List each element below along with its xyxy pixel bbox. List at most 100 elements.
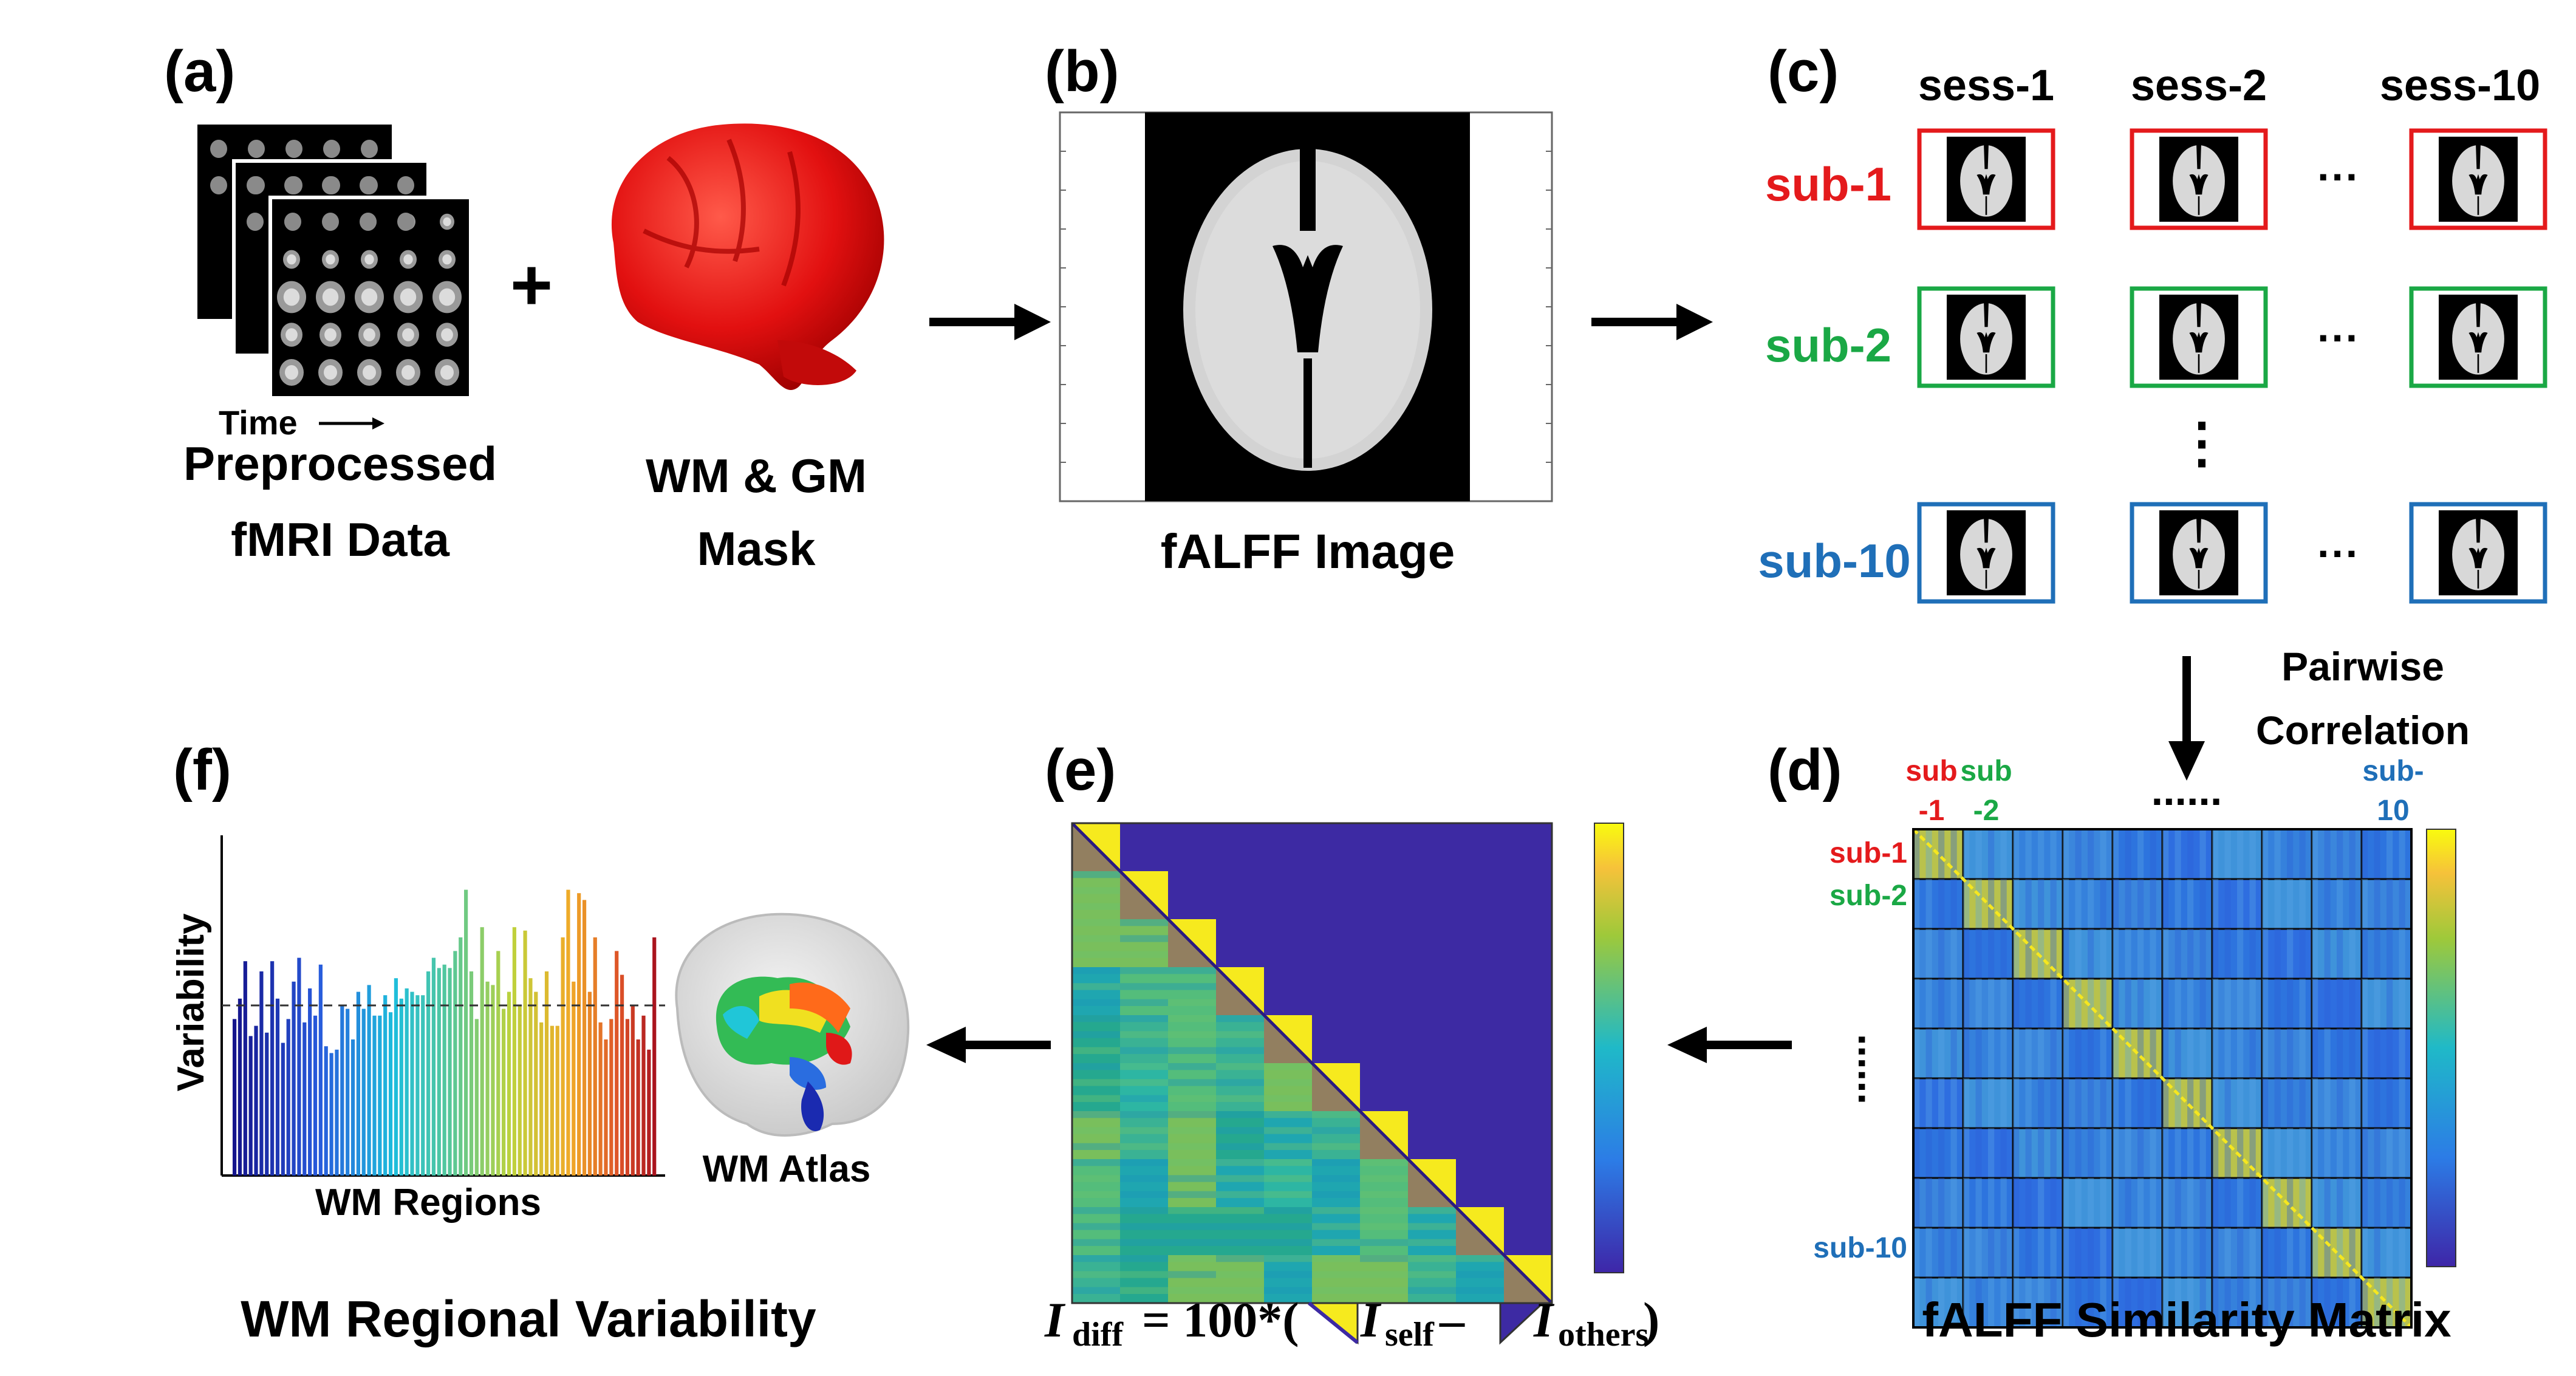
regional-variability-caption: WM Regional Variability	[241, 1290, 816, 1347]
panel-e: (e) I diff = 100*( I self – I others )	[1044, 738, 1659, 1354]
diff-cell	[1216, 1159, 1264, 1207]
variability-bar	[318, 964, 323, 1176]
brain-mask-3d	[611, 123, 884, 390]
variability-bar	[593, 937, 597, 1176]
variability-bar	[399, 998, 403, 1176]
variability-bar	[259, 971, 264, 1176]
similarity-matrix-caption: fALFF Similarity Matrix	[1922, 1293, 2451, 1347]
matrix-block	[2062, 1177, 2114, 1229]
variability-bar	[464, 889, 468, 1176]
diff-cell	[1264, 1111, 1312, 1159]
variability-bar	[620, 974, 624, 1176]
diff-cell	[1072, 967, 1120, 1015]
variability-bar	[491, 985, 495, 1176]
subject-session-grid	[1917, 128, 2547, 604]
variability-bar	[335, 1049, 339, 1176]
formula-i1: I	[1044, 1292, 1066, 1347]
session-label-2: sess-2	[2131, 61, 2267, 110]
left-label-sub2: sub-2	[1830, 880, 1907, 912]
formula-minus: –	[1439, 1292, 1465, 1347]
variability-bar	[367, 985, 371, 1176]
variability-bar	[421, 995, 425, 1176]
variability-bar	[518, 1005, 522, 1176]
subject-label-1: sub-1	[1765, 157, 1891, 211]
variability-bar	[636, 1039, 640, 1176]
matrix-block	[2211, 878, 2263, 930]
matrix-block	[2311, 1127, 2363, 1179]
panel-a: (a) Time Preprocessed fMRI Data + WM & G…	[164, 39, 884, 575]
matrix-block	[2311, 1177, 2363, 1229]
chart-ylabel: Variability	[170, 913, 212, 1091]
variability-bar	[437, 968, 441, 1176]
diff-cell	[1216, 1207, 1264, 1255]
idiff-formula: I diff = 100*( I self – I others )	[1044, 1292, 1659, 1354]
matrix-block	[2111, 977, 2164, 1030]
top-label-dots: ......	[2151, 767, 2222, 814]
matrix-block	[2161, 928, 2213, 980]
diff-cell	[1072, 1111, 1120, 1159]
colorbar-e	[1594, 823, 1624, 1273]
diff-cell	[1216, 1015, 1264, 1063]
variability-bar	[372, 1015, 377, 1176]
arrow-b-to-c	[1591, 304, 1713, 340]
variability-bar	[587, 991, 592, 1176]
fmri-stack	[197, 125, 473, 400]
panel-c-letter: (c)	[1768, 39, 1839, 104]
variability-bar	[410, 991, 414, 1176]
variability-bar	[480, 927, 484, 1176]
variability-bar	[254, 1025, 258, 1176]
fmri-data-label-line2: fMRI Data	[231, 513, 449, 566]
wm-atlas-brain	[675, 912, 910, 1137]
left-label-sub10: sub-10	[1813, 1232, 1907, 1264]
diff-cell	[1360, 1207, 1408, 1255]
diff-cell	[1264, 1159, 1312, 1207]
session-label-1: sess-1	[1918, 61, 2054, 110]
panel-d-letter: (d)	[1768, 738, 1842, 803]
matrix-block	[2161, 878, 2213, 930]
diff-cell	[1312, 1255, 1360, 1303]
top-label-sub1-line1: sub	[1905, 755, 1957, 787]
diff-cell	[1168, 1015, 1216, 1063]
diff-cell	[1264, 1063, 1312, 1111]
falff-image-caption: fALFF Image	[1161, 524, 1455, 578]
time-label: Time	[219, 403, 298, 442]
variability-bar	[361, 1008, 366, 1176]
variability-bar	[431, 957, 436, 1176]
variability-bar	[502, 1008, 506, 1176]
variability-bar	[297, 957, 301, 1176]
diff-cell	[1264, 1255, 1312, 1303]
session-label-10: sess-10	[2380, 61, 2540, 110]
variability-bar	[270, 961, 275, 1176]
variability-bar	[415, 995, 420, 1176]
formula-self: self	[1385, 1316, 1435, 1354]
diff-cell	[1120, 1111, 1168, 1159]
variability-bar	[534, 991, 538, 1176]
matrix-block	[1912, 1127, 1964, 1179]
formula-close: )	[1643, 1292, 1659, 1347]
variability-bar	[485, 981, 490, 1176]
plus-sign: +	[510, 244, 553, 326]
matrix-block	[2062, 1227, 2114, 1279]
variability-bar	[302, 1022, 307, 1176]
variability-bar	[577, 893, 581, 1176]
matrix-block	[2261, 928, 2313, 980]
matrix-block	[1962, 1227, 2014, 1279]
top-label-sub10-line2: 10	[2377, 795, 2409, 827]
variability-bar	[566, 889, 570, 1176]
diff-cell	[1072, 1159, 1120, 1207]
hdots-row-2: ···	[2317, 314, 2360, 361]
diff-cell	[1168, 1159, 1216, 1207]
diff-cell	[1072, 871, 1120, 919]
variability-bar	[340, 1005, 344, 1176]
matrix-block	[2211, 1027, 2263, 1080]
similarity-matrix	[1912, 828, 2413, 1329]
variability-bar	[329, 1053, 333, 1176]
arrow-e-to-f	[926, 1027, 1051, 1063]
matrix-block	[2161, 1227, 2213, 1279]
variability-bar	[313, 1015, 318, 1176]
arrow-c-to-d	[2168, 656, 2205, 781]
formula-diff: diff	[1072, 1316, 1124, 1354]
diff-cell	[1072, 1015, 1120, 1063]
variability-bar	[561, 937, 565, 1176]
diff-cell	[1072, 919, 1120, 967]
